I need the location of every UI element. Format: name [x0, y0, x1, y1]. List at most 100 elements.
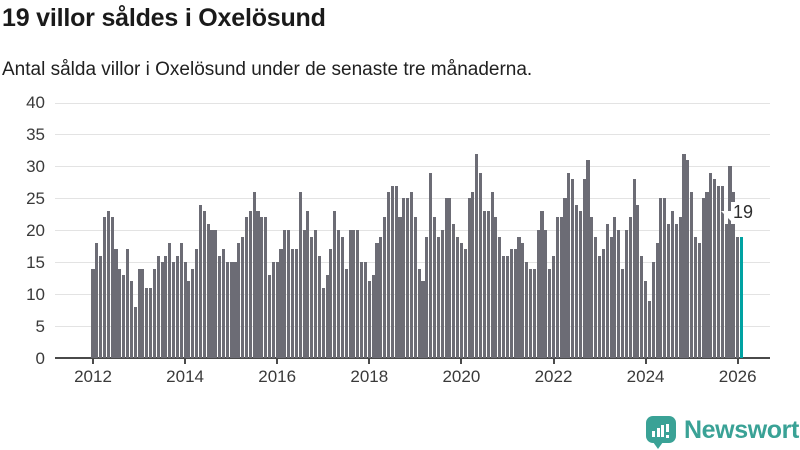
bar	[670, 211, 674, 358]
bar	[716, 185, 721, 358]
bar	[279, 249, 283, 358]
bar	[693, 236, 698, 358]
bar	[617, 230, 621, 358]
bar	[559, 217, 563, 358]
newsworthy-wordmark: Newsworthy	[684, 416, 800, 444]
bar	[206, 223, 210, 358]
bar	[333, 211, 337, 358]
bar	[275, 262, 279, 358]
bar	[490, 191, 494, 358]
bar	[302, 230, 306, 358]
highlight-callout: 19	[721, 202, 756, 224]
bar	[352, 230, 356, 358]
x-axis-tick-label: 2026	[718, 367, 757, 386]
bar	[628, 217, 632, 358]
bar	[229, 262, 233, 358]
bar	[525, 262, 529, 358]
bar	[601, 249, 605, 358]
bar	[644, 281, 648, 358]
bar	[344, 268, 348, 358]
bar	[467, 198, 471, 358]
bar	[413, 217, 417, 358]
bar	[425, 236, 429, 358]
bar	[398, 217, 402, 358]
bar	[690, 191, 694, 358]
bar	[317, 255, 321, 358]
bar	[348, 230, 352, 358]
bar	[310, 236, 314, 358]
bar	[567, 172, 571, 358]
bar	[705, 191, 709, 358]
bar	[118, 268, 122, 358]
bar	[406, 198, 410, 358]
bar	[448, 198, 452, 358]
bar	[356, 230, 360, 358]
bar	[528, 268, 533, 358]
bar	[325, 274, 329, 358]
x-axis-tick	[644, 358, 647, 364]
bar	[145, 287, 149, 358]
bar	[720, 185, 724, 358]
bar	[728, 166, 732, 358]
bar	[367, 281, 371, 358]
callout-pointer-icon	[721, 211, 733, 223]
y-axis-tick-label: 0	[35, 348, 45, 368]
bar	[102, 217, 107, 358]
gridline	[55, 166, 770, 168]
bar	[214, 230, 218, 358]
bar	[337, 230, 341, 358]
bar	[379, 236, 383, 358]
bar	[187, 281, 191, 358]
bar	[291, 249, 295, 358]
bar	[417, 268, 421, 358]
bar	[605, 223, 609, 358]
bar	[221, 249, 226, 358]
bar	[363, 262, 367, 358]
bar	[175, 255, 179, 358]
bar	[95, 243, 99, 358]
bar	[486, 211, 490, 358]
bar	[409, 191, 414, 358]
y-axis-tick-label: 30	[26, 156, 45, 176]
bar	[521, 243, 525, 358]
x-axis-tick-label: 2024	[626, 367, 665, 386]
bar	[99, 255, 103, 358]
bar	[160, 262, 164, 358]
bar	[267, 274, 272, 358]
bar	[667, 223, 671, 358]
bar	[329, 249, 333, 358]
x-axis-tick	[552, 358, 555, 364]
bar	[168, 243, 172, 358]
bar	[444, 198, 448, 358]
x-axis-tick-label: 2014	[166, 367, 204, 386]
y-axis-tick-label: 15	[26, 252, 45, 272]
bar	[452, 223, 456, 358]
y-axis-tick-label: 20	[26, 220, 45, 240]
bar	[375, 243, 379, 358]
bar	[421, 281, 425, 358]
newsworthy-chart-bubble-icon	[646, 416, 676, 443]
bar	[202, 211, 206, 358]
bar	[482, 211, 486, 358]
bar	[260, 217, 264, 358]
bar	[624, 230, 628, 358]
y-axis-tick-label: 35	[26, 124, 45, 144]
bar	[651, 262, 655, 358]
bar	[294, 249, 298, 358]
bar	[106, 211, 110, 358]
bar	[383, 217, 387, 358]
bar	[371, 274, 375, 358]
bar	[513, 249, 517, 358]
bar	[471, 191, 475, 358]
bar	[340, 236, 344, 358]
y-axis-tick-label: 5	[35, 316, 45, 336]
bar	[164, 255, 168, 358]
bar	[218, 255, 222, 358]
bar	[563, 198, 567, 358]
bar	[241, 236, 245, 358]
logo-bubble-tail	[653, 442, 663, 449]
newsworthy-logo[interactable]: Newsworthy	[646, 416, 800, 449]
bar	[432, 217, 437, 358]
bar	[360, 262, 364, 358]
highlight-value-label: 19	[733, 202, 754, 222]
